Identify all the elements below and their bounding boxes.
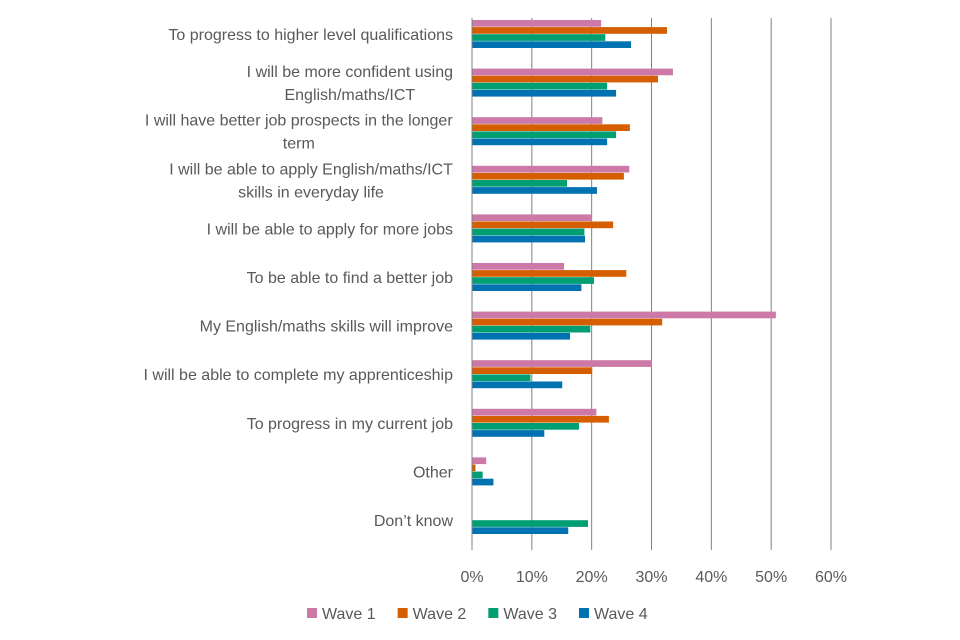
category-label-line: I will be more confident using	[247, 64, 453, 81]
bar-wave-4	[472, 478, 494, 486]
bar-wave-1	[472, 117, 603, 124]
legend-label: Wave 1	[322, 606, 376, 623]
bar-wave-3	[472, 520, 588, 527]
bar-wave-1	[472, 408, 597, 416]
category-label-line: I will be able to apply for more jobs	[207, 221, 453, 238]
category-label: My English/maths skills will improve	[200, 319, 453, 336]
bar-wave-4	[472, 187, 597, 194]
legend-item: Wave 1	[307, 606, 376, 623]
bar-wave-1	[472, 20, 602, 27]
legend-swatch	[488, 608, 499, 618]
bar-wave-4	[472, 284, 582, 291]
bar-wave-2	[472, 172, 624, 180]
category-label-line: English/maths/ICT	[284, 87, 415, 104]
bar-wave-3	[472, 423, 579, 430]
bar-wave-4	[472, 527, 569, 534]
category-label: I will have better job prospects in the …	[145, 113, 453, 153]
category-label: Don’t know	[374, 513, 454, 530]
bar-wave-3	[472, 34, 606, 41]
bar-wave-4	[472, 235, 585, 243]
legend-label: Wave 3	[503, 606, 557, 623]
bars	[472, 20, 776, 534]
category-label: To be able to find a better job	[247, 270, 453, 287]
category-label-line: I will have better job prospects in the …	[145, 113, 453, 130]
category-label: I will be more confident using English/ma…	[247, 64, 453, 104]
bar-wave-4	[472, 41, 632, 48]
x-tick-label: 0%	[460, 569, 483, 586]
bar-wave-1	[472, 457, 487, 465]
x-tick-label: 20%	[576, 569, 608, 586]
x-tick-label: 50%	[755, 569, 787, 586]
category-label: I will be able to complete my apprentice…	[144, 367, 454, 384]
x-tick-label: 60%	[815, 569, 847, 586]
bar-wave-2	[472, 124, 630, 131]
gridlines	[471, 18, 832, 550]
legend-swatch	[578, 608, 589, 618]
category-label-line: I will be able to apply English/maths/IC…	[169, 161, 453, 178]
bar-wave-1	[472, 263, 565, 270]
bar-wave-1	[472, 311, 776, 319]
bar-wave-4	[472, 430, 545, 437]
bar-wave-1	[472, 360, 652, 367]
x-axis-ticks: 0% 10% 20% 30% 40% 50% 60%	[460, 569, 847, 586]
x-tick-label: 10%	[516, 569, 548, 586]
category-label: To progress in my current job	[247, 416, 453, 433]
bar-wave-3	[472, 325, 591, 333]
category-label-line: I will be able to complete my apprentice…	[144, 367, 454, 384]
x-tick-label: 40%	[695, 569, 727, 586]
bar-wave-1	[472, 165, 630, 173]
bar-wave-2	[472, 221, 614, 229]
category-labels: To progress to higher level qualificatio…	[144, 27, 454, 530]
bar-wave-3	[472, 277, 594, 284]
bar-wave-3	[472, 471, 483, 479]
bar-wave-3	[472, 228, 585, 236]
category-label: To progress to higher level qualificatio…	[168, 27, 453, 44]
category-label: I will be able to apply for more jobs	[207, 221, 453, 238]
category-label-line: To be able to find a better job	[247, 270, 453, 287]
bar-wave-1	[472, 68, 673, 76]
legend-item: Wave 3	[488, 606, 557, 623]
bar-wave-4	[472, 89, 617, 97]
x-tick-label: 30%	[635, 569, 667, 586]
bar-wave-2	[472, 415, 609, 423]
bar-wave-3	[472, 374, 531, 382]
category-label-line: Other	[413, 464, 454, 481]
bar-wave-2	[472, 270, 627, 277]
category-label: I will be able to apply English/maths/IC…	[169, 161, 453, 201]
legend: Wave 1 Wave 2 Wave 3 Wave 4	[307, 606, 648, 623]
bar-wave-4	[472, 138, 608, 146]
bar-wave-1	[472, 214, 591, 222]
category-label-line: skills in everyday life	[238, 184, 384, 201]
legend-item: Wave 2	[397, 606, 467, 623]
category-label-line: term	[283, 136, 315, 153]
legend-swatch	[397, 608, 408, 618]
bar-wave-2	[472, 27, 667, 34]
bar-wave-2	[472, 464, 476, 472]
legend-label: Wave 4	[594, 606, 648, 623]
bar-wave-4	[472, 332, 571, 340]
legend-item: Wave 4	[578, 606, 648, 623]
category-label: Other	[413, 464, 454, 481]
category-label-line: Don’t know	[374, 513, 454, 530]
legend-label: Wave 2	[413, 606, 467, 623]
category-label-line: To progress to higher level qualificatio…	[168, 27, 453, 44]
bar-wave-2	[472, 367, 593, 374]
bar-wave-3	[472, 180, 568, 187]
legend-swatch	[307, 608, 317, 618]
bar-wave-3	[472, 131, 617, 139]
bar-wave-4	[472, 381, 563, 389]
bar-wave-3	[472, 82, 608, 90]
bar-wave-2	[472, 75, 658, 83]
bar-wave-2	[472, 318, 663, 326]
category-label-line: To progress in my current job	[247, 416, 453, 433]
category-label-line: My English/maths skills will improve	[200, 319, 453, 336]
